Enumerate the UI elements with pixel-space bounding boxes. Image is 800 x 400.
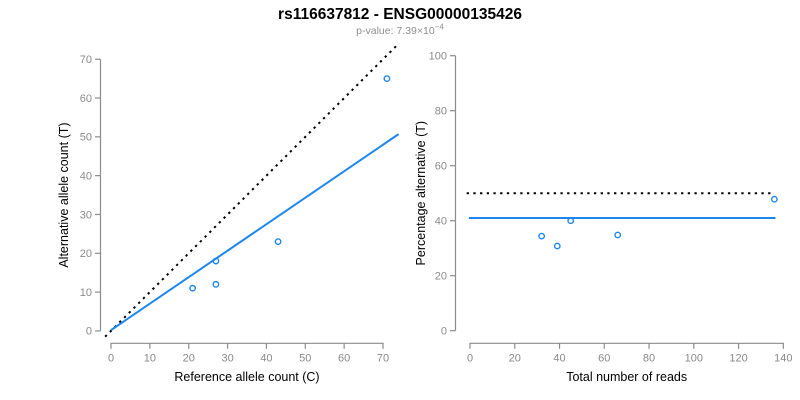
- y-axis-tick-label: 40: [80, 170, 92, 182]
- y-axis-tick-label: 70: [80, 54, 92, 66]
- y-axis-tick-label: 30: [80, 209, 92, 221]
- percentage-vs-reads-scatter: 0 20 40 60 80 100 0 20 40 60 80 100 120 140 Total numb…: [414, 51, 792, 385]
- x-axis-tick-label: 50: [299, 352, 311, 364]
- y-axis-title: Percentage alternative (T): [414, 121, 428, 266]
- x-axis-tick-label: 70: [377, 352, 389, 364]
- figure-subtitle: p-value: 7.39×10−4: [356, 23, 444, 38]
- x-axis-tick-label: 40: [260, 352, 272, 364]
- x-axis-tick-label: 0: [467, 352, 473, 364]
- x-axis-title: Reference allele count (C): [174, 370, 319, 384]
- data-point: [212, 257, 220, 265]
- y-axis-title: Alternative allele count (T): [57, 122, 71, 267]
- x-axis-tick-label: 20: [509, 352, 521, 364]
- data-point: [553, 242, 561, 250]
- pvalue-exponent: −4: [435, 23, 445, 32]
- data-point: [567, 217, 575, 225]
- x-axis-tick-label: 20: [183, 352, 195, 364]
- data-point: [538, 232, 546, 240]
- data-point: [274, 238, 282, 246]
- y-axis-tick-label: 10: [80, 287, 92, 299]
- y-axis-tick-label: 20: [80, 248, 92, 260]
- data-point: [770, 195, 778, 203]
- y-axis-tick-label: 60: [80, 93, 92, 105]
- x-axis-tick-label: 10: [144, 352, 156, 364]
- figure-title: rs116637812 - ENSG00000135426: [278, 6, 522, 23]
- x-axis-tick-label: 0: [108, 352, 114, 364]
- data-point: [189, 284, 197, 292]
- data-point: [614, 231, 622, 239]
- y-axis-tick-label: 20: [435, 271, 447, 283]
- y-axis-tick-label: 50: [80, 132, 92, 144]
- pvalue-text: p-value: 7.39×10: [356, 25, 435, 37]
- y-axis-tick-label: 0: [86, 326, 92, 338]
- x-axis-tick-label: 40: [553, 352, 565, 364]
- y-axis-tick-label: 0: [441, 326, 447, 338]
- expected-50-50-line: [104, 44, 398, 338]
- data-point: [212, 280, 220, 288]
- x-axis-tick-label: 60: [598, 352, 610, 364]
- x-axis-tick-label: 80: [643, 352, 655, 364]
- x-axis-title: Total number of reads: [566, 370, 687, 384]
- x-axis-tick-label: 140: [774, 352, 792, 364]
- x-axis-tick-label: 120: [729, 352, 747, 364]
- y-axis-tick-label: 100: [429, 51, 447, 63]
- y-axis-tick-label: 80: [435, 106, 447, 118]
- x-axis-tick-label: 30: [221, 352, 233, 364]
- x-axis-tick-label: 100: [685, 352, 703, 364]
- plot-panels: 0 10 20 30 40 50 60 70 0 10 20 30 40 50 60 70 Reference …: [57, 44, 792, 385]
- fitted-ratio-line: [110, 133, 400, 331]
- y-axis-tick-label: 60: [435, 161, 447, 173]
- data-point: [383, 75, 391, 83]
- allele-counts-scatter: 0 10 20 30 40 50 60 70 0 10 20 30 40 50 60 70 Reference …: [57, 44, 400, 384]
- y-axis-tick-label: 40: [435, 216, 447, 228]
- x-axis-tick-label: 60: [338, 352, 350, 364]
